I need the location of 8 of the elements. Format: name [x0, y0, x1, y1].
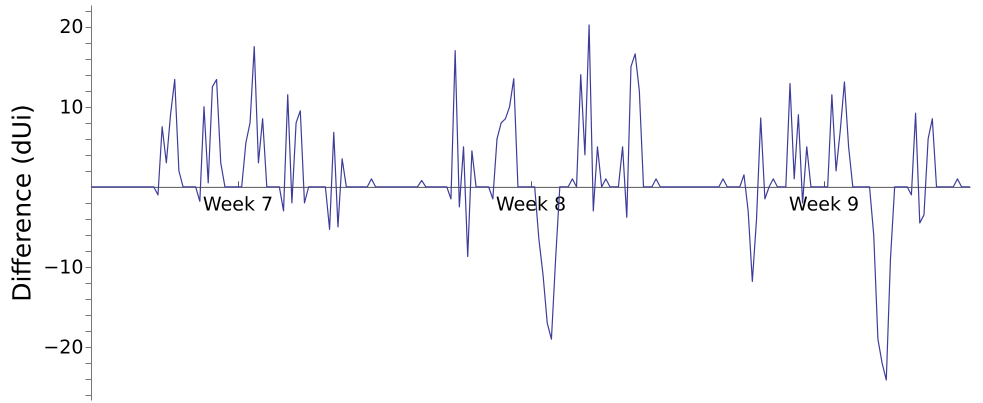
x-tick-label: Week 9 [788, 193, 860, 216]
line-series [90, 24, 971, 381]
x-tick-label: Week 7 [202, 193, 274, 216]
y-axis-title: Difference (dUi) [7, 104, 36, 302]
y-tick-label: 20 [59, 16, 84, 38]
y-tick-label: −10 [43, 256, 84, 278]
y-tick-label: −20 [43, 336, 84, 359]
y-tick-label: 10 [59, 96, 84, 118]
